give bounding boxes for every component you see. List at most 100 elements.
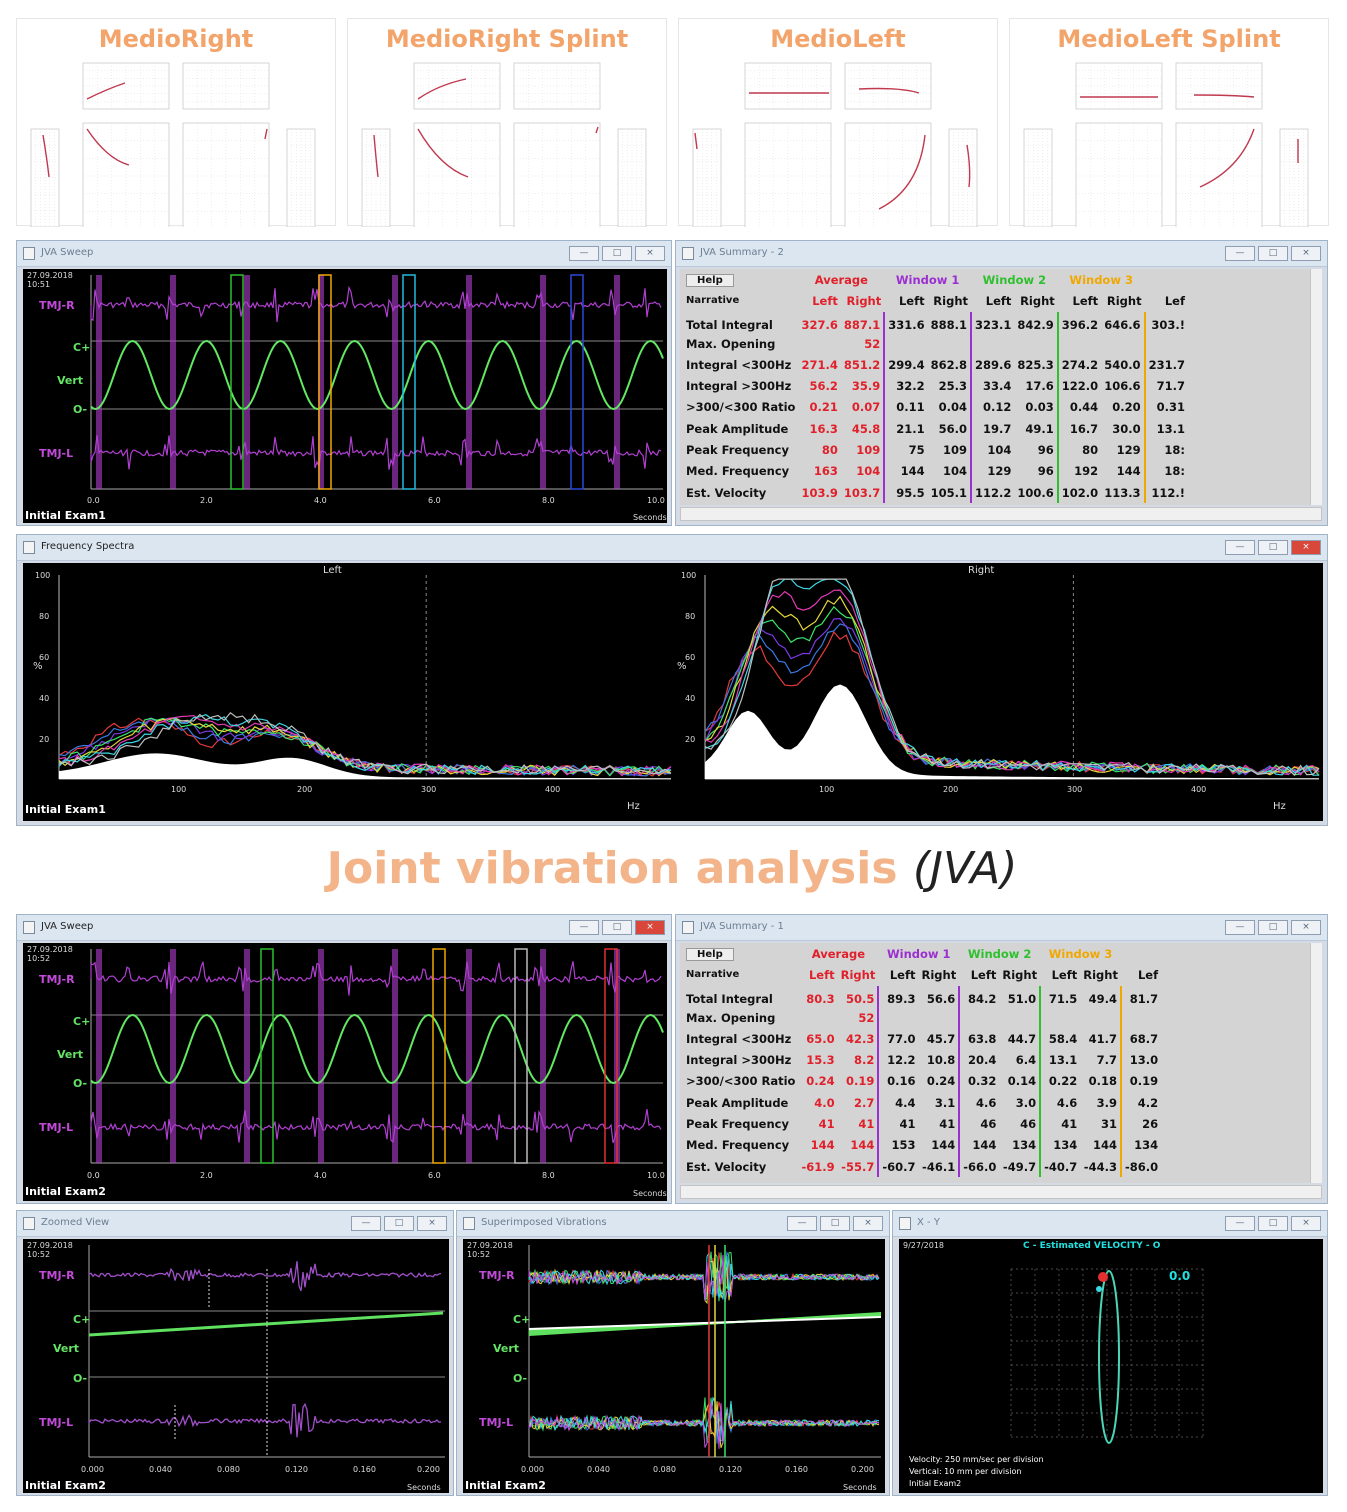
close-button[interactable]: × <box>1291 920 1321 935</box>
xy-scale: 0.0 <box>1169 1269 1191 1283</box>
summary-table-area: Help Average Window 1 Window 2 Window 3 Narra… <box>680 943 1310 1183</box>
xy-window[interactable]: X - Y — □ × 9/27/2018 C - Estimated VELOCI… <box>892 1210 1328 1496</box>
row-value: 0.22 <box>1039 1070 1081 1093</box>
row-value: 862.8 <box>927 354 973 376</box>
maximize-button[interactable]: □ <box>384 1216 414 1231</box>
vertical-scrollbar[interactable] <box>1310 943 1322 1183</box>
analysis-window <box>318 274 332 490</box>
event-marker <box>466 949 472 1163</box>
title-bar[interactable]: Zoomed View — □ × <box>17 1211 453 1237</box>
exam-date: 27.09.2018 <box>467 1241 513 1250</box>
channel-c-plus: C+ <box>73 1313 91 1326</box>
row-label: Integral <300Hz <box>686 1031 792 1046</box>
frequency-spectra-window[interactable]: Frequency Spectra — □ × Left Right 100 80 … <box>16 534 1328 826</box>
maximize-button[interactable]: □ <box>602 246 632 261</box>
zoomed-plot[interactable]: 27.09.2018 10:52 TMJ-R C+ Vert O- TMJ-L … <box>23 1239 449 1493</box>
title-bar[interactable]: Superimposed Vibrations — □ × <box>457 1211 889 1237</box>
close-button[interactable]: × <box>1291 1216 1321 1231</box>
row-value: 65.0 <box>806 1031 835 1046</box>
row-value: 887.1 <box>843 318 881 333</box>
minimize-button[interactable]: — <box>351 1216 381 1231</box>
title-bar[interactable]: JVA Summary - 1 — □ × <box>676 915 1327 941</box>
row-value: 144 <box>810 1138 835 1153</box>
row-value: 80.3 <box>806 992 835 1007</box>
jva-summary-window-1[interactable]: JVA Summary - 2 — □ × Help Average Window 1 W… <box>675 240 1328 526</box>
horizontal-scrollbar[interactable] <box>680 1185 1322 1199</box>
close-button[interactable]: × <box>1291 540 1321 555</box>
superimposed-plot[interactable]: 27.09.2018 10:52 TMJ-R C+ Vert O- TMJ-L … <box>463 1239 885 1493</box>
close-button[interactable]: × <box>417 1216 447 1231</box>
spectra-plot[interactable]: Left Right 100 80 60 40 20 % 100 80 60 4… <box>23 563 1323 821</box>
tracking-path <box>373 134 379 178</box>
maximize-button[interactable]: □ <box>1258 1216 1288 1231</box>
row-label: Peak Frequency <box>686 1117 789 1132</box>
minimize-button[interactable]: — <box>1225 920 1255 935</box>
jva-sweep-window-1[interactable]: JVA Sweep — □ × 27.09.2018 10:51 TMJ-R C+ … <box>16 240 672 526</box>
jva-summary-window-2[interactable]: JVA Summary - 1 — □ × Help Average Window 1 W… <box>675 914 1328 1204</box>
minimize-button[interactable]: — <box>569 246 599 261</box>
row-value: 0.24 <box>806 1074 835 1089</box>
close-button[interactable]: × <box>853 1216 883 1231</box>
maximize-button[interactable]: □ <box>1258 246 1288 261</box>
window-icon <box>899 1217 911 1230</box>
close-button[interactable]: × <box>635 920 665 935</box>
help-button[interactable]: Help <box>680 943 798 964</box>
x-tick: 6.0 <box>428 496 441 505</box>
narrative-button[interactable]: Narrative <box>686 295 740 307</box>
row-value: 331.6 <box>883 311 928 333</box>
y-tick: 100 <box>35 571 51 580</box>
narrative-button[interactable]: Narrative <box>686 969 740 981</box>
minimize-button[interactable]: — <box>569 920 599 935</box>
title-bar[interactable]: JVA Sweep — □ × <box>17 241 671 267</box>
title-bar[interactable]: JVA Summary - 2 — □ × <box>676 241 1327 267</box>
row-value: 32.2 <box>883 375 928 397</box>
row-value: 129 <box>1101 439 1146 461</box>
maximize-button[interactable]: □ <box>1258 920 1288 935</box>
row-value: 134 <box>1039 1134 1081 1156</box>
horizontal-scrollbar[interactable] <box>680 507 1322 521</box>
row-value: 0.14 <box>999 1070 1042 1093</box>
row-value: 888.1 <box>927 311 973 333</box>
sub-header: Right <box>1020 293 1055 308</box>
summary-table-area: Help Average Window 1 Window 2 Window 3 Narra… <box>680 269 1310 505</box>
row-value: 0.24 <box>918 1070 961 1093</box>
zoomed-view-window[interactable]: Zoomed View — □ × 27.09.2018 10:52 TMJ-R C… <box>16 1210 454 1496</box>
row-value: 153 <box>877 1134 919 1156</box>
exam-footer: Initial Exam2 <box>465 1479 546 1492</box>
row-value: -49.7 <box>999 1155 1042 1178</box>
row-value: 134 <box>999 1134 1042 1156</box>
sweep-plot[interactable]: 27.09.2018 10:52 TMJ-R C+ Vert O- TMJ-L … <box>23 943 667 1201</box>
help-button[interactable]: Help <box>680 269 798 290</box>
row-value: -40.7 <box>1039 1155 1081 1178</box>
row-value: 104 <box>927 460 973 482</box>
title-bar[interactable]: JVA Sweep — □ × <box>17 915 671 941</box>
maximize-button[interactable]: □ <box>820 1216 850 1231</box>
minimize-button[interactable]: — <box>1225 540 1255 555</box>
title-bar[interactable]: X - Y — □ × <box>893 1211 1327 1237</box>
event-marker <box>244 275 250 489</box>
row-value: 3.1 <box>918 1092 961 1114</box>
minimize-button[interactable]: — <box>787 1216 817 1231</box>
minimize-button[interactable]: — <box>1225 1216 1255 1231</box>
maximize-button[interactable]: □ <box>1258 540 1288 555</box>
right-title: Right <box>968 565 995 576</box>
jva-sweep-window-2[interactable]: JVA Sweep — □ × 27.09.2018 10:52 TMJ-R C+ … <box>16 914 672 1204</box>
maximize-button[interactable]: □ <box>602 920 632 935</box>
table-row: Integral <300Hz 271.4 851.2 299.4 862.8 289.6… <box>680 354 1188 376</box>
vertical-scrollbar[interactable] <box>1310 269 1322 505</box>
minimize-button[interactable]: — <box>1225 246 1255 261</box>
window-title: JVA Sweep <box>41 247 94 258</box>
x-unit: Hz <box>1273 801 1286 812</box>
group-header <box>1145 269 1188 290</box>
row-value: 45.7 <box>918 1028 961 1050</box>
superimposed-vibrations-window[interactable]: Superimposed Vibrations — □ × 27.09.2018 1… <box>456 1210 890 1496</box>
title-bar[interactable]: Frequency Spectra — □ × <box>17 535 1327 561</box>
close-button[interactable]: × <box>1291 246 1321 261</box>
xy-plot[interactable]: 9/27/2018 C - Estimated VELOCITY - O 0.0… <box>899 1239 1323 1493</box>
superimposed-traces <box>528 1245 882 1458</box>
row-value: 163 <box>813 464 838 479</box>
close-button[interactable]: × <box>635 246 665 261</box>
x-tick: 0.040 <box>149 1465 172 1474</box>
sweep-plot[interactable]: 27.09.2018 10:51 TMJ-R C+ Vert O- TMJ-L … <box>23 269 667 523</box>
tracking-path <box>858 87 920 94</box>
